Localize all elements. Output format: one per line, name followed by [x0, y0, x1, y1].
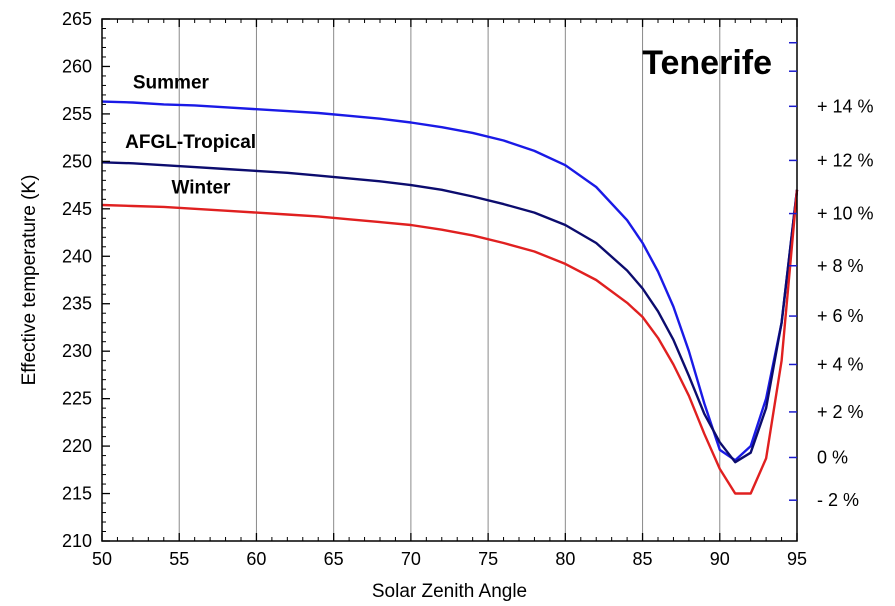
y-tick-label: 245	[62, 199, 92, 219]
chart-title: Tenerife	[642, 44, 772, 82]
y-tick-label: 220	[62, 436, 92, 456]
vertical-grid	[178, 19, 721, 541]
y-axis-title: Effective temperature (K)	[19, 175, 40, 386]
right-axis-tick-label: + 4 %	[817, 354, 864, 374]
x-tick-label: 95	[787, 549, 807, 569]
right-axis-tick-label: + 6 %	[817, 306, 864, 326]
y-tick-label: 230	[62, 341, 92, 361]
x-tick-label: 80	[555, 549, 575, 569]
right-axis-tick-label: + 8 %	[817, 256, 864, 276]
y-tick-label: 210	[62, 531, 92, 551]
right-axis-tick-label: + 14 %	[817, 96, 874, 116]
right-axis-tick-label: 0 %	[817, 447, 848, 467]
series-line-winter	[101, 189, 799, 495]
y-tick-label: 235	[62, 294, 92, 314]
y-axis-ticks: 210 215 220 225 230 235 240 245 250 255 260 265	[62, 9, 110, 551]
x-tick-label: 85	[633, 549, 653, 569]
x-axis-title: Solar Zenith Angle	[372, 581, 527, 602]
right-axis-tick-label: - 2 %	[817, 490, 859, 510]
x-tick-label: 90	[710, 549, 730, 569]
y-tick-label: 250	[62, 151, 92, 171]
series-line-summer	[101, 100, 799, 462]
y-tick-label: 225	[62, 389, 92, 409]
x-axis-ticks: 50 55 60 65 70 75 80 85 90 95	[92, 19, 807, 569]
x-tick-label: 60	[246, 549, 266, 569]
x-tick-label: 50	[92, 549, 112, 569]
y-tick-label: 240	[62, 246, 92, 266]
right-axis-tick-label: + 12 %	[817, 150, 874, 170]
y-tick-label: 260	[62, 56, 92, 76]
y-tick-label: 265	[62, 9, 92, 29]
series-label-winter: Winter	[172, 178, 232, 199]
x-tick-label: 70	[401, 549, 421, 569]
plot-frame	[101, 18, 798, 542]
right-axis-ticks: + 14 % + 12 % + 10 % + 8 % + 6 % + 4 % + 2 % 0 …	[789, 41, 874, 510]
x-tick-label: 65	[324, 549, 344, 569]
series-lines	[101, 100, 799, 495]
y-tick-label: 215	[62, 484, 92, 504]
series-label-summer: Summer	[133, 72, 210, 93]
x-tick-label: 75	[478, 549, 498, 569]
series-labels: Summer AFGL-Tropical Winter	[125, 72, 256, 198]
series-line-afgl-tropical	[101, 161, 799, 464]
y-tick-label: 255	[62, 104, 92, 124]
x-tick-label: 55	[169, 549, 189, 569]
right-axis-tick-label: + 2 %	[817, 402, 864, 422]
series-label-afgl-tropical: AFGL-Tropical	[125, 132, 256, 153]
right-axis-tick-label: + 10 %	[817, 204, 874, 224]
